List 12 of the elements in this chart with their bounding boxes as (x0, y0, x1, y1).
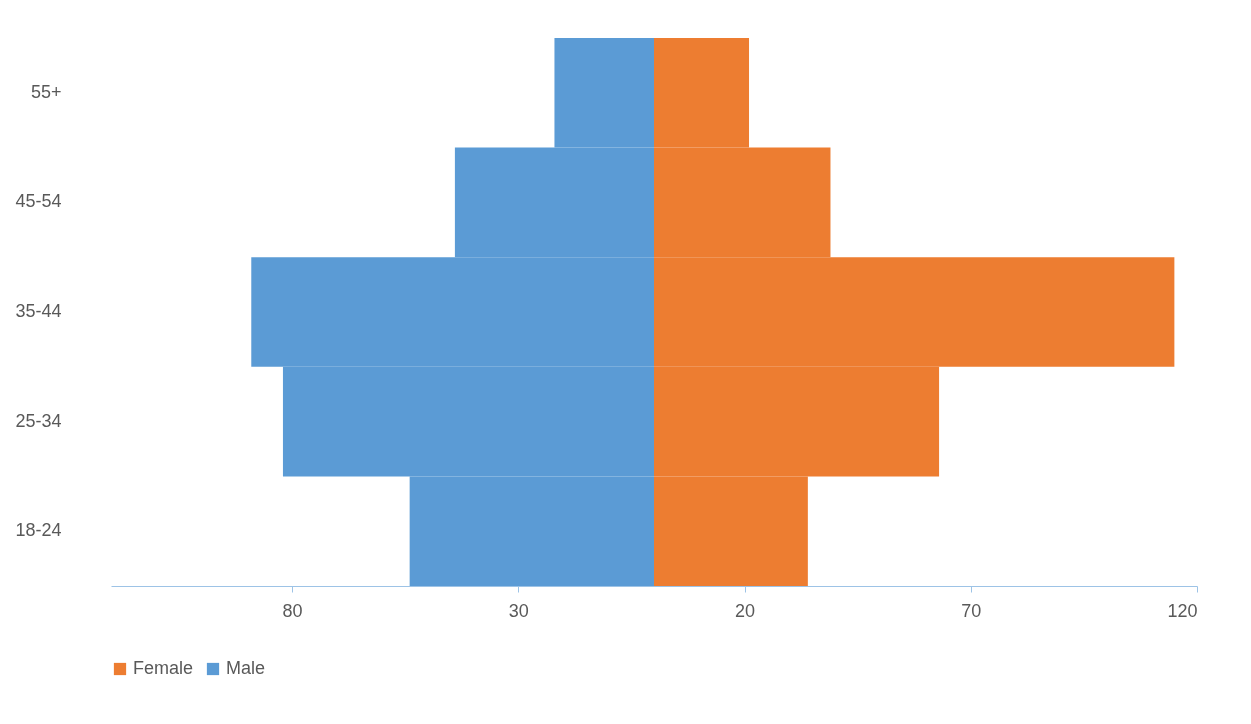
x-tick-label: 120 (1167, 600, 1198, 621)
legend-label: Female (133, 658, 194, 678)
x-tick-label: 20 (734, 600, 756, 621)
x-tick-label: 80 (282, 600, 303, 621)
x-tick-label: 30 (508, 600, 529, 621)
x-tick-label: 70 (961, 600, 982, 621)
legend-label: Male (226, 658, 266, 678)
y-tick-label: 25-34 (15, 410, 62, 431)
y-tick-label: 35-44 (15, 301, 62, 321)
y-tick-label: 45-54 (15, 191, 62, 212)
y-tick-label: 18-24 (15, 520, 62, 541)
y-tick-label: 55+ (30, 81, 62, 102)
